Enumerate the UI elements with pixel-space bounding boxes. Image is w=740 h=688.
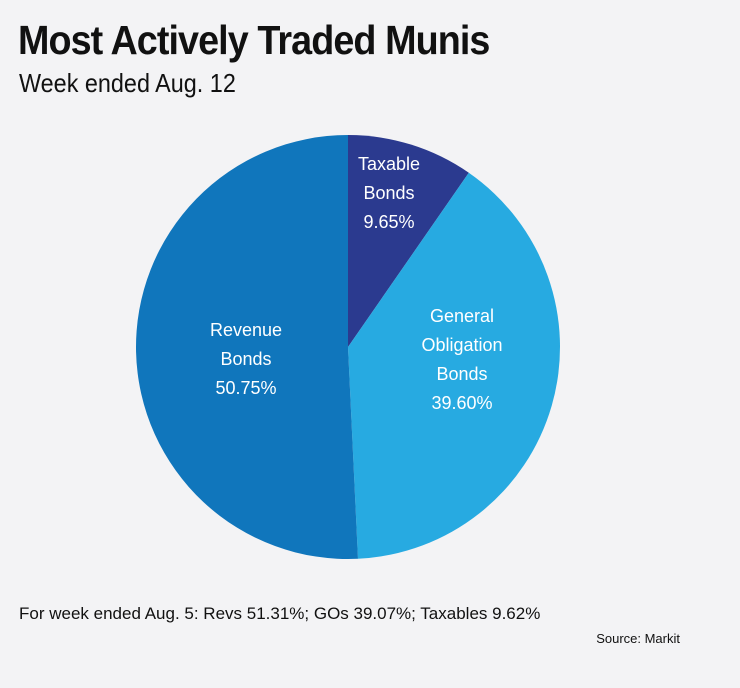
chart-subtitle: Week ended Aug. 12 — [19, 68, 236, 98]
footnote: For week ended Aug. 5: Revs 51.31%; GOs … — [19, 604, 541, 623]
pie-chart: Taxable Bonds 9.65% General Obligation Bonds 3… — [135, 135, 560, 560]
slice-label-general-obligation-bonds: General Obligation Bonds 39.60% — [421, 306, 502, 413]
slice-label-revenue-bonds: Revenue Bonds 50.75% — [210, 320, 282, 398]
source-credit: Source: Markit — [596, 631, 680, 646]
pie-slice-taxable-bonds — [348, 135, 469, 347]
pie-slice-revenue-bonds — [135, 135, 358, 560]
chart-title: Most Actively Traded Munis — [18, 17, 490, 63]
slice-label-taxable-bonds: Taxable Bonds 9.65% — [358, 154, 420, 232]
pie-slice-general-obligation-bonds — [348, 172, 560, 559]
